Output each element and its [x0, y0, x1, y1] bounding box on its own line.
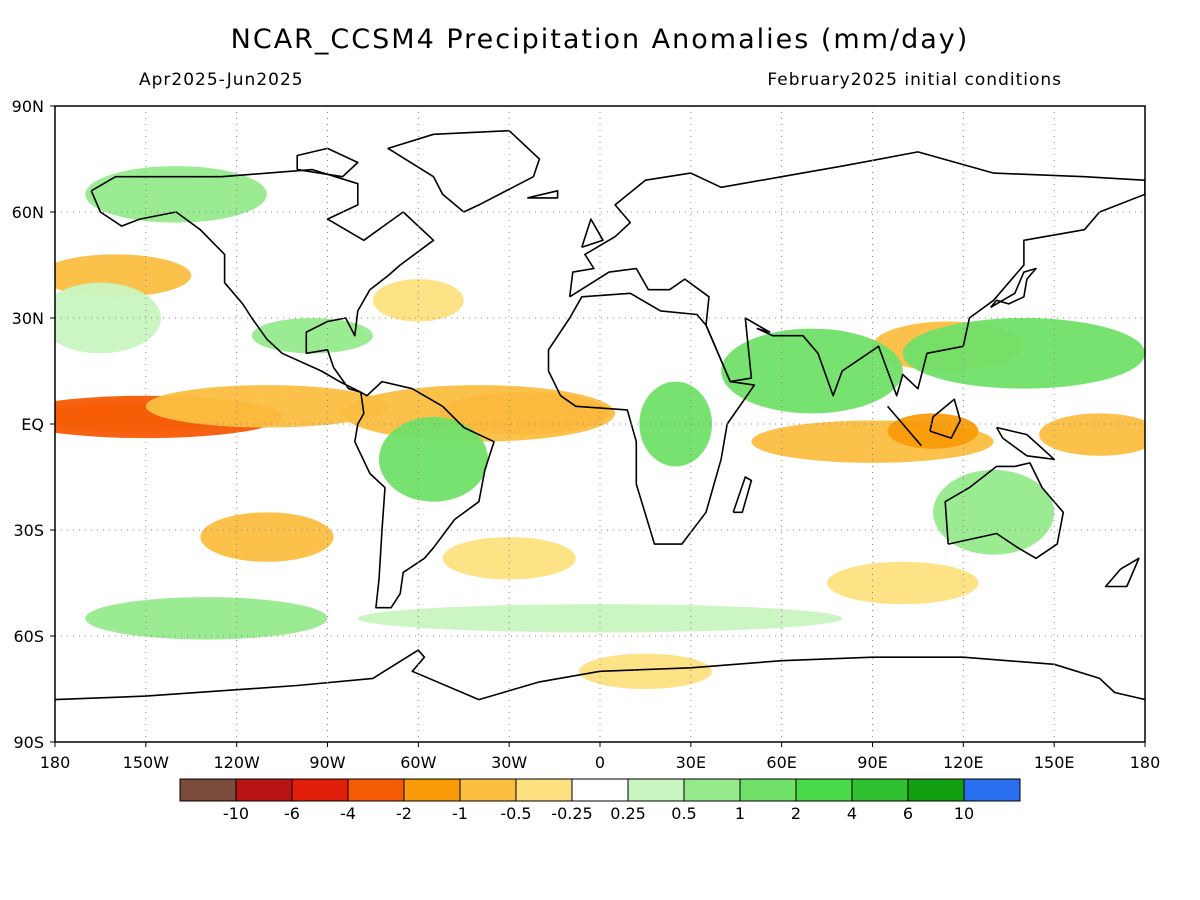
colorbar-swatch [459, 778, 517, 802]
colorbar-swatch [403, 778, 461, 802]
colorbar-label: -0.25 [551, 804, 592, 823]
anomaly-region [639, 381, 713, 467]
colorbar-label: 2 [791, 804, 801, 823]
lon-label: 90E [857, 753, 887, 772]
lat-label: 90N [12, 97, 44, 116]
anomaly-region [372, 279, 464, 322]
lon-label: 30E [676, 753, 706, 772]
forecast-period: Apr2025-Jun2025 [139, 70, 304, 90]
colorbar-swatch [291, 778, 349, 802]
anomaly-region [827, 561, 979, 605]
colorbar-swatch [347, 778, 405, 802]
anomaly-region [251, 318, 373, 354]
longitude-labels: 180 150W 120W 90W 60W 30W 0 30E 60E 90E 120E 150E 18… [40, 742, 1161, 772]
coastline-path [581, 218, 604, 249]
colorbar-swatch [739, 778, 797, 802]
colorbar-swatch [795, 778, 853, 802]
lat-label: EQ [21, 415, 44, 434]
coastline-path [886, 405, 922, 446]
lon-label: 120W [213, 753, 260, 772]
lon-label: 150W [123, 753, 170, 772]
anomaly-region [578, 653, 713, 689]
anomaly-region [145, 385, 389, 428]
lon-label: 60E [766, 753, 796, 772]
lon-label: 180 [1130, 753, 1161, 772]
lon-label: 90W [309, 753, 345, 772]
lon-label: 30W [491, 753, 527, 772]
colorbar-label: -1 [452, 804, 468, 823]
anomaly-region [85, 597, 328, 640]
lon-label: 180 [40, 753, 71, 772]
anomaly-region [933, 469, 1055, 555]
colorbar-label: -2 [396, 804, 412, 823]
coastline-path [929, 398, 962, 439]
colorbar-label: 6 [903, 804, 913, 823]
anomaly-region [902, 318, 1145, 389]
anomaly-region [1039, 413, 1145, 456]
lon-label: 0 [595, 753, 605, 772]
map-title: NCAR_CCSM4 Precipitation Anomalies (mm/d… [230, 24, 970, 55]
anomaly-region [85, 166, 267, 223]
colorbar-swatch [627, 778, 685, 802]
anomaly-region [721, 328, 903, 414]
coastline-path [55, 649, 1145, 701]
anomaly-region [200, 512, 334, 562]
colorbar-swatch [683, 778, 741, 802]
colorbar-label: 0.5 [671, 804, 696, 823]
colorbar-swatch [571, 778, 629, 802]
lat-label: 60S [13, 627, 44, 646]
coastline-path [354, 380, 495, 609]
lon-label: 60W [400, 753, 436, 772]
lon-label: 150E [1034, 753, 1075, 772]
coastline-path [90, 168, 435, 393]
coastline-path [995, 426, 1055, 461]
colorbar-label: 4 [847, 804, 857, 823]
colorbar-swatch [963, 778, 1021, 802]
colorbar-label: 10 [954, 804, 974, 823]
colorbar-swatch [907, 778, 965, 802]
graticule [55, 106, 1145, 742]
colorbar-label: -0.5 [500, 804, 531, 823]
coastline-path [296, 147, 359, 178]
colorbar-label: -6 [284, 804, 300, 823]
coastline-path [387, 129, 541, 213]
lat-label: 90S [13, 733, 44, 752]
colorbar-label: 0.25 [610, 804, 646, 823]
colorbar-label: -10 [223, 804, 249, 823]
colorbar-swatch [851, 778, 909, 802]
lat-label: 30S [13, 521, 44, 540]
colorbar-swatch [235, 778, 293, 802]
coastline-path [1104, 557, 1140, 588]
anomaly-region [887, 413, 979, 449]
latitude-labels: 90N 60N 30N EQ 30S 60S 90S [12, 97, 55, 752]
anomaly-region [55, 282, 161, 354]
coastline-path [527, 190, 559, 199]
coastline-path [989, 267, 1037, 309]
initial-conditions: February2025 initial conditions [767, 70, 1062, 90]
colorbar-swatch [179, 778, 237, 802]
colorbar: -10 -6 -4 -2 -1 -0.5 -0.25 0.25 0.5 1 2 4 6 10 [179, 778, 1021, 823]
coastline-path [944, 462, 1065, 560]
anomaly-region [378, 416, 488, 502]
lon-label: 120E [943, 753, 984, 772]
anomaly-fields [55, 166, 1145, 689]
colorbar-swatch [515, 778, 573, 802]
anomaly-region [442, 537, 576, 580]
colorbar-label: 1 [735, 804, 745, 823]
lat-label: 30N [12, 309, 44, 328]
anomaly-region [357, 604, 843, 633]
anomaly-region [342, 385, 616, 442]
lat-label: 60N [12, 203, 44, 222]
coastline-path [732, 476, 753, 514]
colorbar-label: -4 [340, 804, 356, 823]
